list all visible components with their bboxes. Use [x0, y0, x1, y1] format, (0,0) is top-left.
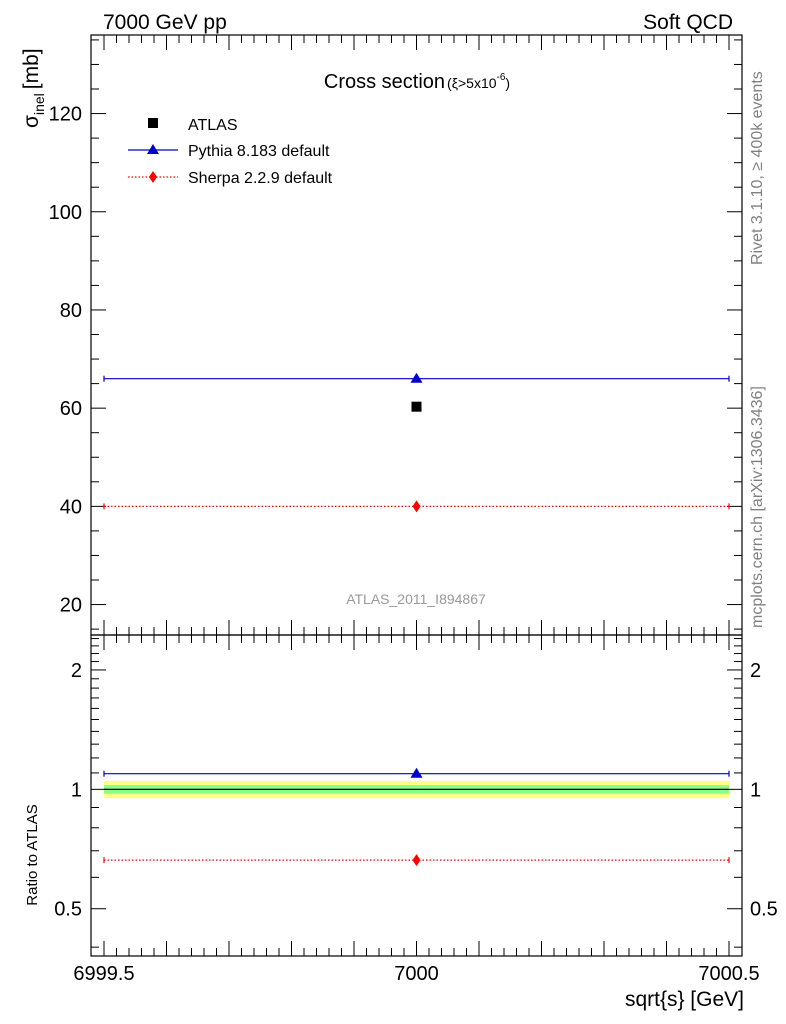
main-ytick-label: 100 — [49, 202, 82, 224]
x-tick-label: 6999.5 — [73, 963, 134, 985]
legend-pythia-label: Pythia 8.183 default — [188, 143, 330, 160]
main-ytick-label: 20 — [60, 595, 82, 617]
analysis-watermark: ATLAS_2011_I894867 — [346, 591, 486, 607]
legend-sherpa-marker — [149, 171, 157, 183]
ratio-ytick-label-right: 2 — [750, 660, 761, 682]
rivet-label: Rivet 3.1.10, ≥ 400k events — [749, 71, 766, 265]
legend-atlas-label: ATLAS — [188, 117, 238, 134]
ratio-ytick-label-left: 2 — [71, 660, 82, 682]
mcplots-label: mcplots.cern.ch [arXiv:1306.3436] — [749, 386, 766, 628]
main-ytick-label: 120 — [49, 104, 82, 126]
main-atlas-marker — [411, 401, 422, 412]
x-axis-label: sqrt{s} [GeV] — [625, 988, 744, 1011]
legend-sherpa-label: Sherpa 2.2.9 default — [188, 170, 333, 187]
main-sherpa-marker — [412, 500, 421, 513]
ratio-pythia-marker — [410, 767, 423, 778]
main-ylabel-unit: [mb] — [20, 48, 43, 89]
main-title-text: Cross section — [324, 71, 445, 93]
legend: ATLAS Pythia 8.183 default Sherpa 2.2.9 … — [128, 117, 333, 187]
x-tick-label: 7000.5 — [698, 963, 759, 985]
header-energy: 7000 GeV pp — [103, 11, 227, 34]
legend-atlas-marker — [148, 118, 158, 128]
main-title-close: ) — [505, 75, 510, 91]
main-ylabel-symbol: σ — [20, 115, 43, 128]
ratio-ytick-label-right: 0.5 — [750, 899, 778, 921]
ratio-ytick-label-left: 1 — [71, 779, 82, 801]
main-ylabel-sub: inel — [31, 93, 47, 115]
x-tick-label: 7000 — [394, 963, 439, 985]
main-ytick-label: 80 — [60, 300, 82, 322]
main-title-condition: (ξ>5x10 — [447, 75, 497, 91]
main-pythia-marker — [410, 372, 423, 383]
main-title-exponent: -6 — [497, 72, 506, 83]
main-ytick-label: 40 — [60, 496, 82, 518]
main-ytick-label: 60 — [60, 398, 82, 420]
ratio-ytick-label-left: 0.5 — [54, 899, 82, 921]
ratio-ytick-label-right: 1 — [750, 779, 761, 801]
header-process: Soft QCD — [643, 11, 733, 34]
main-title: Cross section (ξ>5x10-6) — [324, 71, 510, 93]
chart-marks: 20 40 60 80 100 120 0.5 0.5 1 1 2 2 6999.5 7000 7000.5 — [49, 34, 778, 985]
ratio-sherpa-marker — [412, 854, 421, 867]
main-ylabel: σinel [mb] — [20, 48, 47, 128]
legend-pythia-marker — [147, 144, 159, 154]
ratio-ylabel: Ratio to ATLAS — [24, 804, 41, 905]
